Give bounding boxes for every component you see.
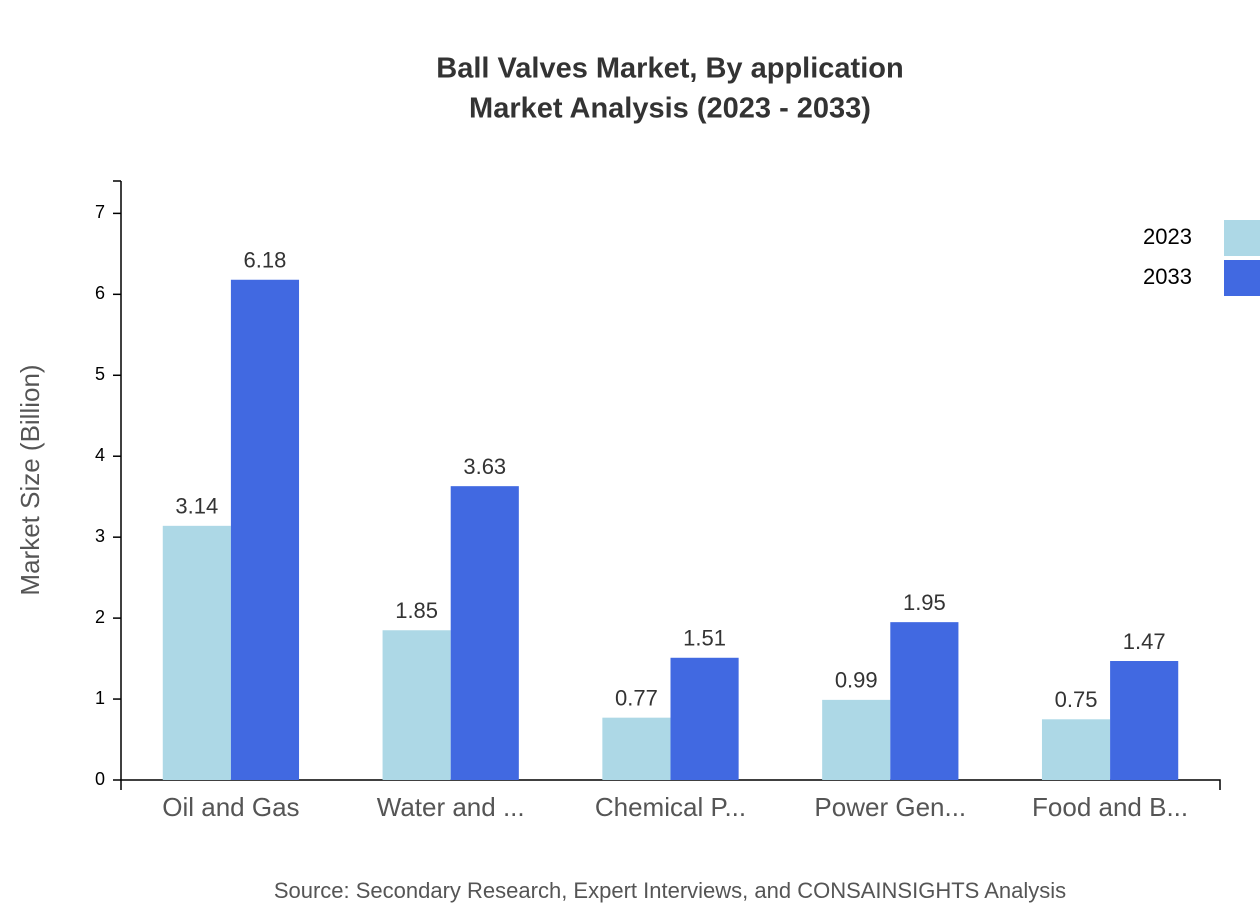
x-tick-label: Water and ... bbox=[377, 792, 525, 822]
bar bbox=[1041, 719, 1111, 780]
value-label: 3.14 bbox=[175, 494, 218, 519]
y-tick-label: 0 bbox=[95, 769, 105, 789]
value-label: 1.85 bbox=[395, 598, 438, 623]
bar bbox=[670, 657, 739, 780]
legend-label: 2033 bbox=[1143, 264, 1192, 289]
chart-subtitle: Market Analysis (2023 - 2033) bbox=[469, 93, 871, 125]
bar bbox=[890, 622, 959, 780]
value-label: 1.51 bbox=[683, 626, 726, 651]
value-label: 0.77 bbox=[615, 685, 658, 710]
bar bbox=[1110, 661, 1179, 780]
bar bbox=[230, 279, 300, 780]
y-tick-label: 6 bbox=[95, 283, 105, 303]
legend-swatch bbox=[1224, 220, 1260, 256]
bar bbox=[602, 717, 671, 780]
y-tick-label: 2 bbox=[95, 607, 105, 627]
bar bbox=[822, 699, 891, 780]
value-label: 0.99 bbox=[835, 668, 878, 693]
x-tick-label: Oil and Gas bbox=[162, 792, 299, 822]
legend-swatch bbox=[1224, 260, 1260, 296]
value-label: 1.47 bbox=[1123, 629, 1166, 654]
y-axis-title: Market Size (Billion) bbox=[15, 364, 45, 595]
value-label: 6.18 bbox=[244, 248, 287, 273]
y-tick-label: 5 bbox=[95, 364, 105, 384]
y-tick-label: 1 bbox=[95, 688, 105, 708]
value-label: 0.75 bbox=[1055, 687, 1098, 712]
x-tick-label: Chemical P... bbox=[595, 792, 746, 822]
y-tick-label: 7 bbox=[95, 202, 105, 222]
chart-title: Ball Valves Market, By application bbox=[436, 53, 903, 85]
y-tick-label: 3 bbox=[95, 526, 105, 546]
x-tick-label: Power Gen... bbox=[814, 792, 966, 822]
x-tick-label: Food and B... bbox=[1032, 792, 1188, 822]
y-axis bbox=[113, 180, 122, 780]
bar bbox=[162, 525, 231, 780]
bar bbox=[450, 486, 519, 780]
bar bbox=[382, 630, 451, 780]
x-axis bbox=[120, 779, 1221, 790]
value-label: 1.95 bbox=[903, 590, 946, 615]
value-label: 3.63 bbox=[463, 454, 506, 479]
y-tick-label: 4 bbox=[95, 445, 105, 465]
legend-label: 2023 bbox=[1143, 224, 1192, 249]
source-note: Source: Secondary Research, Expert Inter… bbox=[274, 878, 1066, 903]
